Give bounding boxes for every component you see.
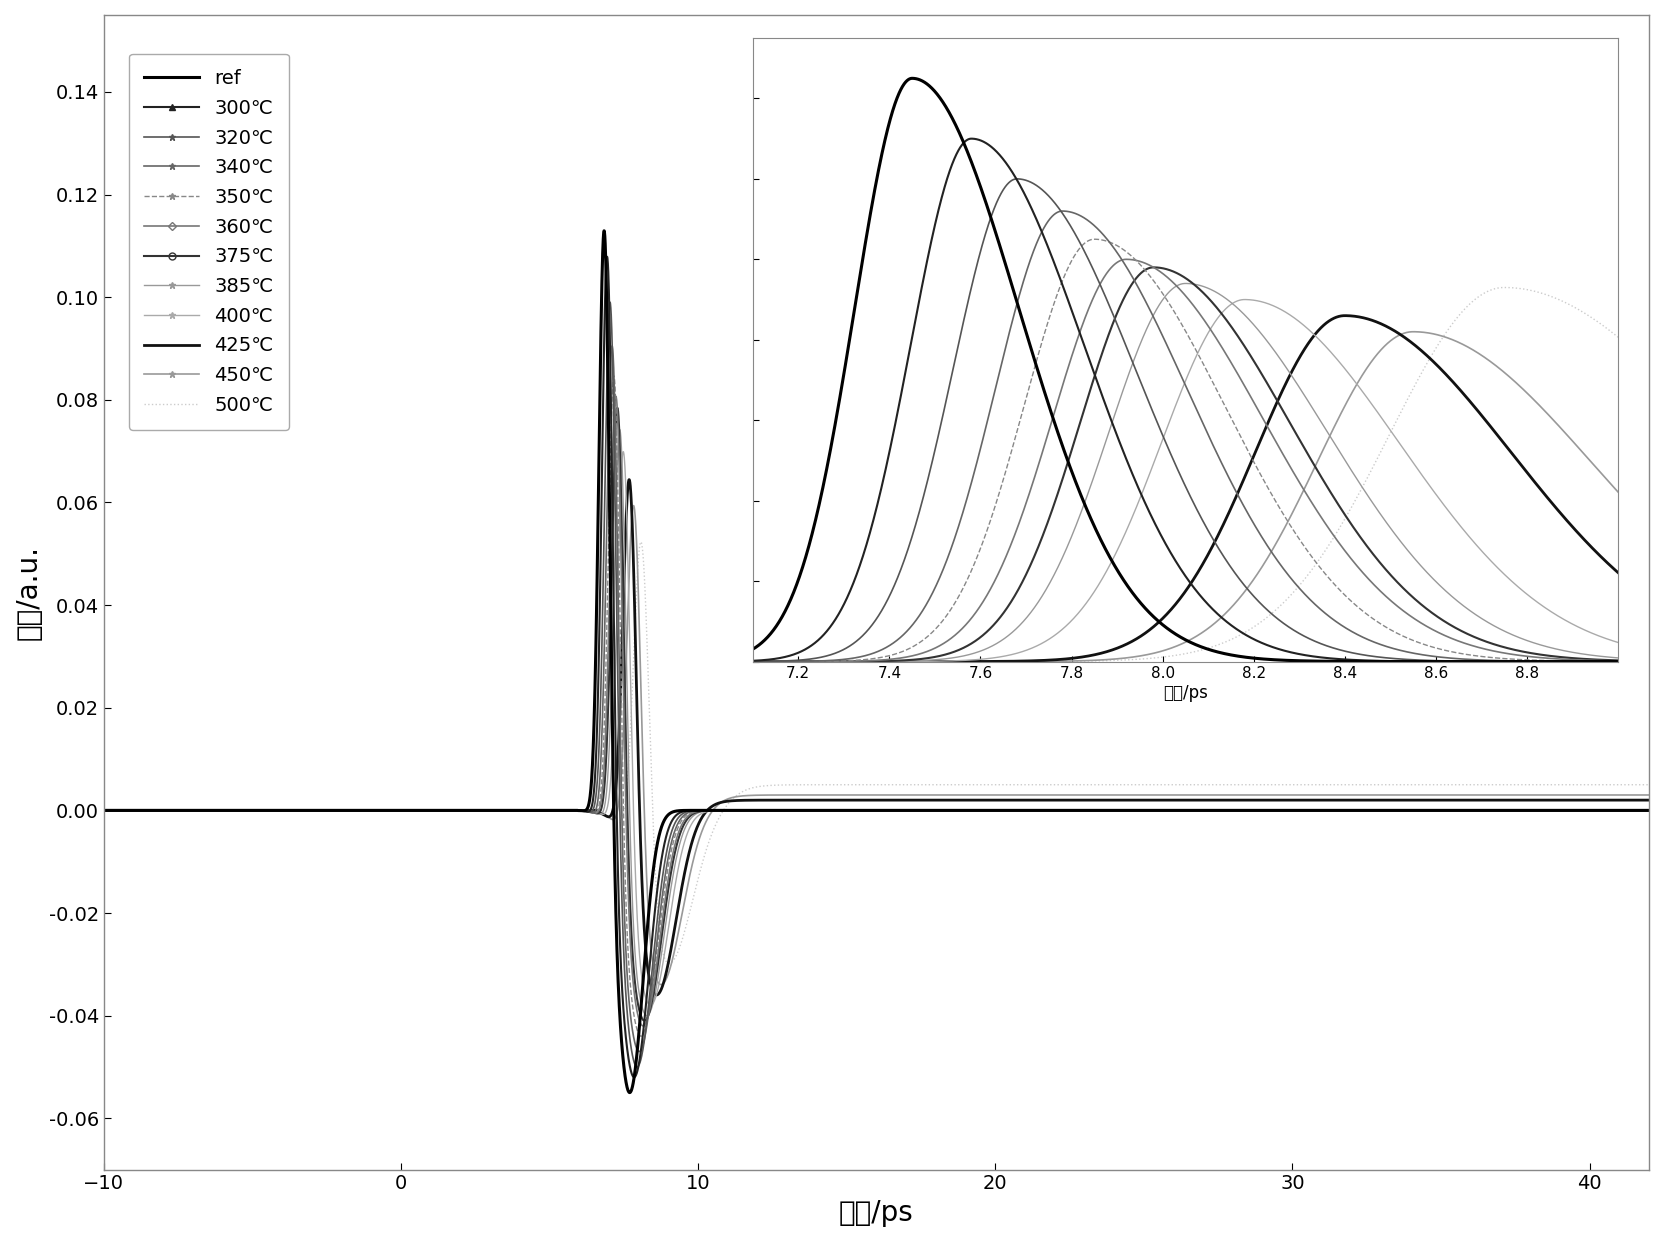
- Y-axis label: 幅値/a.u.: 幅値/a.u.: [15, 545, 43, 640]
- Legend: ref, 300℃, 320℃, 340℃, 350℃, 360℃, 375℃, 385℃, 400℃, 425℃, 450℃, 500℃: ref, 300℃, 320℃, 340℃, 350℃, 360℃, 375℃,…: [128, 53, 290, 430]
- X-axis label: 时间/ps: 时间/ps: [839, 1199, 914, 1227]
